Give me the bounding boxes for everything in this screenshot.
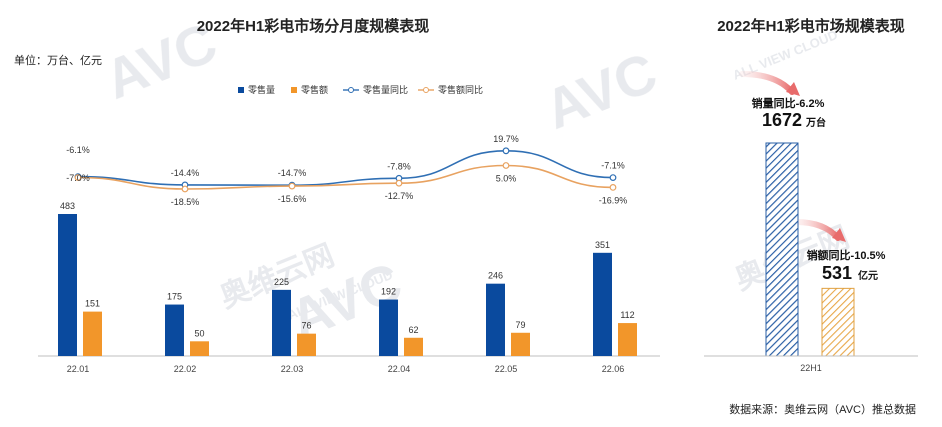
label-volume-22.02: 175 [167, 292, 182, 302]
yoy-value-label-22.03: -15.6% [278, 194, 307, 204]
right-bar-volume [765, 142, 799, 357]
bar-value-22.04 [404, 337, 423, 356]
decline-arrow-volume-head [786, 82, 800, 96]
yoy-volume-label-22.05: 19.7% [493, 134, 519, 144]
label-value-22.04: 62 [408, 325, 418, 335]
volume-total-unit: 万台 [805, 116, 826, 129]
value-yoy-note: 销额同比-10.5% [807, 248, 886, 262]
label-value-22.03: 76 [301, 321, 311, 331]
legend-label-value-yoy: 零售额同比 [438, 84, 483, 95]
bar-volume-22.03 [272, 289, 291, 356]
value-total-unit: 亿元 [858, 269, 878, 282]
left-chart-title: 2022年H1彩电市场分月度规模表现 [197, 17, 430, 35]
watermark-logo-2: AVC [536, 40, 665, 141]
label-volume-22.05: 246 [488, 271, 503, 281]
point-volume-yoy-22.05 [502, 147, 510, 155]
value-total-value: 531 [822, 263, 852, 283]
legend-label-volume-yoy: 零售量同比 [363, 84, 408, 95]
label-value-22.05: 79 [515, 320, 525, 330]
left-lines: -6.1% -14.4% -14.7% -7.8% 19.7% -7.1% -7.0% -18… [66, 134, 627, 207]
label-volume-22.06: 351 [595, 240, 610, 250]
left-x-ticks: 22.01 22.02 22.03 22.04 22.05 22.06 [67, 364, 625, 374]
label-volume-22.04: 192 [381, 287, 396, 297]
bar-value-22.05 [511, 332, 530, 356]
bar-volume-22.06 [593, 252, 612, 356]
point-value-yoy-22.02 [181, 185, 189, 193]
right-x-tick: 22H1 [800, 363, 822, 373]
legend: 零售量 零售额 零售量同比 零售额同比 [238, 84, 483, 95]
left-bars: 483 151 175 50 225 76 192 62 246 79 351 112 [58, 201, 637, 356]
yoy-value-label-22.06: -16.9% [599, 195, 628, 205]
yoy-value-label-22.05: 5.0% [496, 174, 517, 184]
x-tick-22.05: 22.05 [495, 364, 518, 374]
yoy-volume-label-22.06: -7.1% [601, 161, 625, 171]
point-value-yoy-22.05 [502, 162, 510, 169]
label-value-22.01: 151 [85, 299, 100, 309]
bar-volume-22.04 [379, 299, 398, 356]
x-tick-22.06: 22.06 [602, 364, 625, 374]
right-bar-value [821, 287, 855, 357]
point-volume-yoy-22.06 [609, 174, 617, 182]
legend-marker-value-yoy [423, 87, 429, 93]
yoy-volume-label-22.04: -7.8% [387, 161, 411, 171]
line-volume-yoy [77, 149, 614, 187]
yoy-volume-label-22.02: -14.4% [171, 168, 200, 178]
line-value-yoy [77, 164, 614, 190]
legend-marker-volume-yoy [348, 87, 354, 93]
x-tick-22.02: 22.02 [174, 364, 197, 374]
yoy-value-label-22.04: -12.7% [385, 191, 414, 201]
x-tick-22.04: 22.04 [388, 364, 411, 374]
decline-arrow-value-head [832, 228, 846, 242]
yoy-value-label-22.02: -18.5% [171, 197, 200, 207]
yoy-volume-label-22.01: -6.1% [66, 145, 90, 155]
legend-swatch-volume [238, 87, 244, 93]
point-value-yoy-22.03 [288, 182, 296, 190]
point-value-yoy-22.01 [74, 174, 82, 181]
point-value-yoy-22.06 [609, 183, 617, 191]
bar-volume-22.05 [486, 283, 505, 356]
x-tick-22.01: 22.01 [67, 364, 90, 374]
bar-volume-22.02 [165, 304, 184, 356]
legend-swatch-value [291, 87, 297, 93]
label-volume-22.01: 483 [60, 201, 75, 211]
unit-label: 单位：万台、亿元 [14, 53, 102, 67]
label-value-22.02: 50 [194, 328, 204, 338]
volume-total-value: 1672 [762, 110, 802, 130]
point-value-yoy-22.04 [395, 179, 403, 187]
x-tick-22.03: 22.03 [281, 364, 304, 374]
bar-volume-22.01 [58, 214, 77, 356]
data-source: 数据来源：奥维云网（AVC）推总数据 [729, 402, 916, 416]
legend-label-value: 零售额 [301, 84, 328, 95]
label-volume-22.03: 225 [274, 277, 289, 287]
right-chart-title: 2022年H1彩电市场规模表现 [717, 17, 905, 35]
bar-value-22.02 [190, 341, 209, 356]
volume-yoy-note: 销量同比-6.2% [752, 96, 825, 110]
decline-arrow-volume [739, 71, 795, 95]
watermark: AVC AVC AVC 奥维云网 奥维云网 ALL VIEW CLOUD ALL… [96, 10, 854, 351]
bar-value-22.06 [618, 323, 637, 356]
legend-label-volume: 零售量 [248, 84, 275, 95]
yoy-volume-label-22.03: -14.7% [278, 168, 307, 178]
bar-value-22.03 [297, 333, 316, 356]
label-value-22.06: 112 [620, 310, 634, 320]
bar-value-22.01 [83, 311, 102, 356]
yoy-value-label-22.01: -7.0% [66, 173, 90, 183]
